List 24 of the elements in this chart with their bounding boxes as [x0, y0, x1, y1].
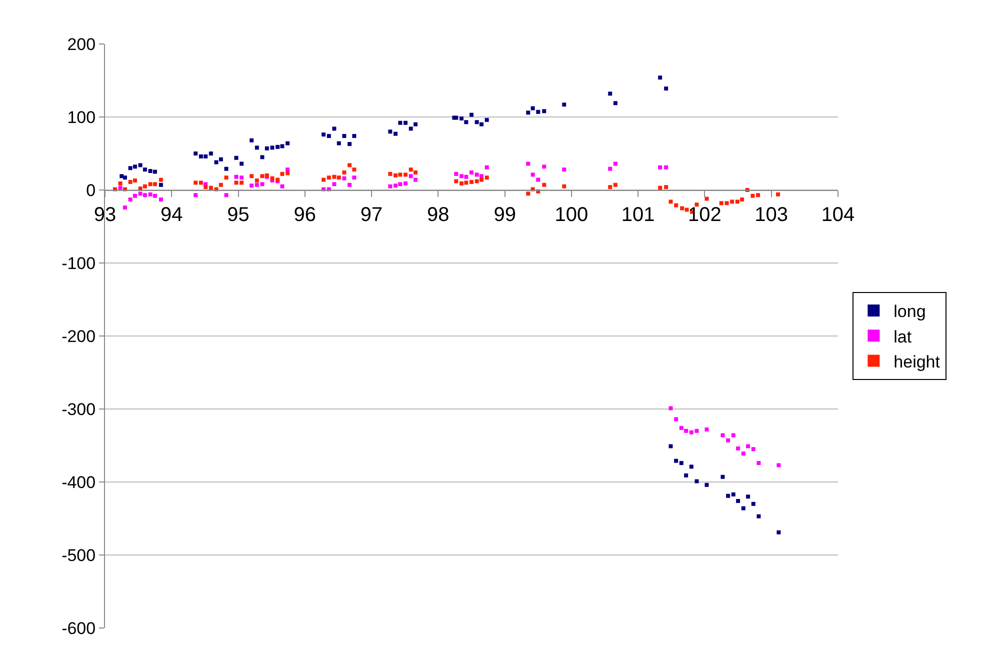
- y-tick-label: 100: [67, 108, 96, 127]
- legend-label: height: [894, 352, 940, 372]
- y-tick-label: -100: [62, 254, 96, 273]
- x-tick-label: 100: [554, 204, 588, 226]
- legend-label: lat: [894, 327, 912, 346]
- y-tick-label: -300: [62, 400, 96, 419]
- x-tick-label: 101: [621, 204, 655, 226]
- x-tick-label: 93: [94, 204, 116, 226]
- x-tick-label: 102: [688, 204, 722, 226]
- y-tick-label: 0: [86, 180, 96, 200]
- legend-label: long: [894, 302, 926, 322]
- y-tick-label: -200: [62, 326, 96, 346]
- y-tick-label: -600: [62, 618, 96, 638]
- x-tick-label: 96: [294, 204, 316, 226]
- y-tick-label: -400: [62, 472, 96, 492]
- x-tick-label: 94: [160, 204, 183, 226]
- x-tick-label: 98: [427, 204, 450, 226]
- y-tick-label: 200: [67, 34, 96, 54]
- x-tick-label: 99: [494, 204, 516, 226]
- x-tick-label: 97: [360, 204, 383, 226]
- x-tick-label: 104: [821, 204, 855, 226]
- x-tick-label: 103: [754, 204, 788, 226]
- y-tick-label: -500: [62, 546, 96, 565]
- x-tick-label: 95: [227, 204, 250, 226]
